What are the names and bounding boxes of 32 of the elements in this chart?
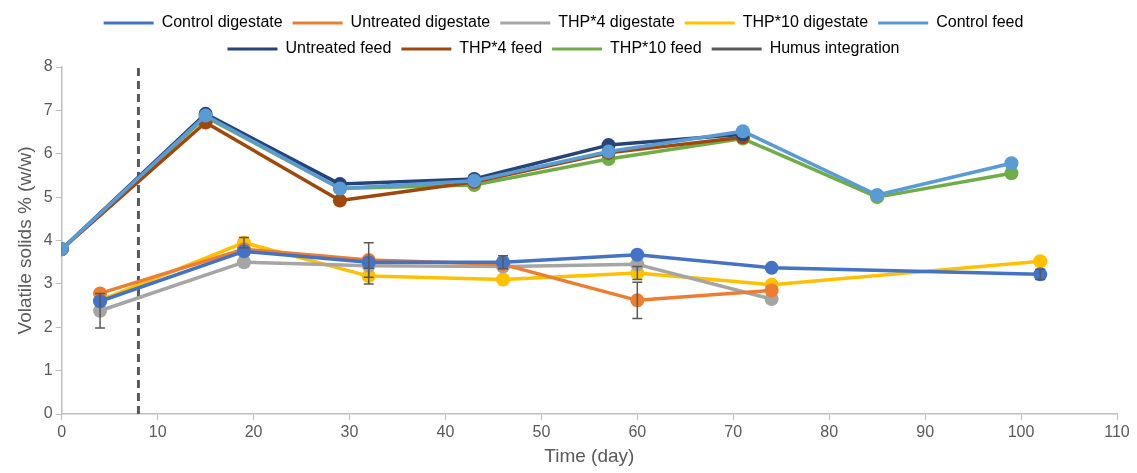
legend-label: Untreated digestate — [350, 13, 491, 31]
y-tick-label: 0 — [43, 404, 53, 422]
y-tick-label: 2 — [43, 317, 53, 335]
legend-label: Untreated feed — [285, 39, 392, 57]
x-tick-label: 40 — [436, 423, 455, 441]
x-tick-label: 70 — [724, 423, 743, 441]
y-tick-label: 1 — [43, 361, 53, 379]
y-tick-label: 6 — [43, 144, 53, 162]
legend-label: THP*4 feed — [459, 39, 543, 57]
x-tick-label: 100 — [1007, 423, 1035, 441]
y-tick-label: 8 — [43, 57, 53, 75]
x-tick-label: 20 — [244, 423, 263, 441]
y-tick-label: 5 — [43, 187, 53, 205]
legend-label: Control feed — [936, 13, 1024, 31]
x-tick-label: 0 — [57, 423, 67, 441]
legend-label: THP*10 digestate — [742, 13, 869, 31]
x-tick-label: 30 — [340, 423, 359, 441]
x-axis-title: Time (day) — [544, 444, 635, 466]
y-axis-title: Volatile solids % (w/w) — [13, 146, 35, 335]
x-tick-label: 90 — [916, 423, 935, 441]
y-tick-label: 7 — [43, 100, 53, 118]
y-tick-label: 4 — [43, 230, 53, 248]
x-tick-label: 10 — [148, 423, 167, 441]
x-tick-label: 110 — [1104, 423, 1130, 441]
x-tick-label: 60 — [628, 423, 647, 441]
x-tick-label: 80 — [820, 423, 839, 441]
x-tick-label: 50 — [532, 423, 551, 441]
legend-label: THP*4 digestate — [558, 13, 675, 31]
legend-label: THP*10 feed — [610, 39, 702, 57]
legend-label: Control digestate — [161, 13, 283, 31]
y-tick-label: 3 — [43, 274, 53, 292]
legend-label: Humus integration — [769, 39, 900, 57]
